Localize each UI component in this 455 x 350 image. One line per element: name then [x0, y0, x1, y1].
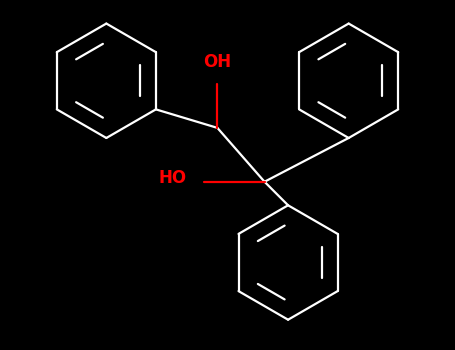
Text: OH: OH: [203, 52, 232, 71]
Text: HO: HO: [159, 169, 187, 187]
